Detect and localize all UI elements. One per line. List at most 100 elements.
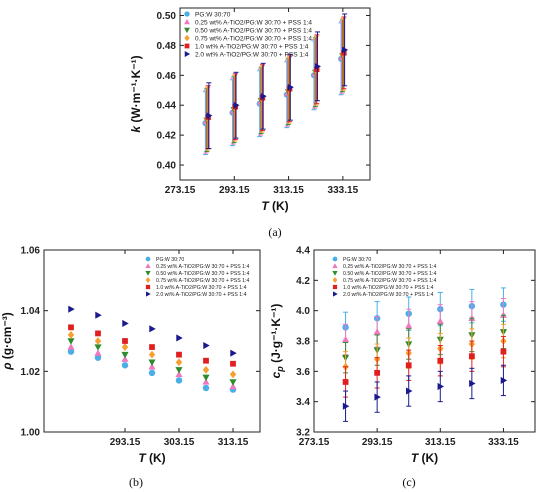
data-point	[67, 348, 75, 355]
legend-entry: 1.0 wt% A-TiO2/PG:W 30:70 + PSS 1:4	[156, 285, 247, 291]
y-tick-label: 0.46	[157, 71, 177, 82]
data-point	[149, 344, 155, 350]
y-tick-label: 0.50	[157, 11, 177, 22]
y-tick-label: 1.04	[21, 306, 41, 317]
data-point	[374, 393, 381, 401]
y-tick-label: 0.40	[157, 161, 177, 172]
caption-c: (c)	[402, 475, 415, 489]
data-point	[95, 330, 101, 337]
data-point	[148, 363, 156, 370]
data-point	[122, 338, 128, 344]
x-tick-label: 313.15	[425, 437, 456, 448]
y-tick-label: 0.44	[157, 101, 177, 112]
panel-a: 273.15 293.15 313.15 333.15 0.40 0.42 0.44 0.46…	[129, 7, 371, 213]
legend-marker	[332, 256, 338, 262]
data-point	[175, 358, 183, 367]
x-tick-label: 333.15	[488, 437, 519, 448]
data-point	[469, 379, 476, 388]
data-point	[314, 66, 320, 73]
data-point	[499, 311, 507, 318]
x-axis-label: T (K)	[261, 199, 288, 213]
series-4	[342, 323, 507, 383]
data-point	[230, 360, 236, 367]
data-point	[230, 349, 237, 357]
data-point	[121, 343, 129, 351]
data-point	[437, 357, 444, 364]
series-3	[342, 314, 507, 374]
legend-entry: PG:W 30:70	[343, 257, 371, 263]
data-point	[202, 374, 210, 382]
x-tick-label: 313.15	[218, 437, 249, 448]
caption-a: (a)	[268, 225, 281, 239]
legend-marker	[333, 291, 338, 297]
legend-marker	[184, 11, 190, 17]
y-axis-label: cp (J·g⁻¹·K⁻¹)	[269, 304, 285, 379]
legend-entry: PG:W 30:70	[195, 11, 231, 18]
legend-entry: 0.50 wt% A-TiO2/PG:W 30:70 + PSS 1:4	[195, 27, 312, 34]
data-point	[175, 377, 183, 384]
data-point	[176, 334, 183, 342]
legend-entry: 1.0 wt% A-TiO2/PG:W 30:70 + PSS 1:4	[195, 43, 309, 50]
legend-marker	[146, 291, 151, 297]
legend-entry: 2.0 wt% A-TiO2/PG:W 30:70 + PSS 1:4	[343, 292, 434, 298]
data-point	[67, 331, 75, 339]
data-point	[342, 379, 349, 385]
data-point	[260, 92, 267, 100]
series-5	[342, 335, 507, 398]
data-point	[68, 324, 74, 331]
legend-entry: PG:W 30:70	[156, 257, 184, 263]
legend-entry: 0.25 wt% A-TiO2/PG:W 30:70 + PSS 1:4	[156, 264, 249, 270]
data-point	[94, 337, 102, 345]
data-point	[314, 62, 321, 70]
data-point	[121, 355, 129, 362]
panel-b: 293.15 303.15 313.15 1.00 1.02 1.04 1.06 T (K) ρ…	[0, 246, 261, 465]
x-tick-label: 293.15	[219, 185, 250, 196]
legend-marker	[184, 18, 190, 25]
plot-frame	[43, 249, 261, 433]
data-point	[500, 348, 507, 355]
x-tick-label: 293.15	[362, 437, 393, 448]
legend-marker	[145, 284, 151, 290]
data-point	[202, 378, 210, 385]
legend-entry: 0.50 wt% A-TiO2/PG:W 30:70 + PSS 1:4	[156, 271, 249, 277]
data-point	[405, 322, 413, 329]
y-tick-label: 0.48	[157, 41, 177, 52]
series-4	[67, 331, 237, 379]
data-point	[148, 369, 156, 377]
legend-entry: 0.75 wt% A-TiO2/PG:W 30:70 + PSS 1:4	[156, 278, 249, 284]
data-point	[341, 50, 347, 56]
legend-entry: 0.25 wt% A-TiO2/PG:W 30:70 + PSS 1:4	[195, 19, 312, 26]
x-tick-label: 333.15	[328, 185, 359, 196]
data-point	[175, 370, 183, 378]
data-point	[94, 344, 102, 351]
y-tick-label: 3.4	[296, 397, 310, 408]
legend-marker	[332, 284, 338, 290]
y-tick-label: 0.42	[157, 131, 177, 142]
legend-entry: 0.75 wt% A-TiO2/PG:W 30:70 + PSS 1:4	[195, 35, 312, 42]
series-3	[67, 338, 237, 386]
x-tick-label: 303.15	[164, 437, 195, 448]
x-tick-label: 313.15	[273, 185, 304, 196]
data-point	[203, 357, 209, 364]
data-point	[287, 83, 294, 91]
series-6	[206, 13, 349, 150]
data-point	[342, 335, 350, 343]
x-axis-label: T (K)	[138, 451, 165, 465]
legend-marker	[145, 256, 151, 262]
legend-marker	[145, 271, 151, 276]
data-point	[374, 369, 381, 376]
data-point	[436, 317, 444, 325]
data-point	[203, 341, 210, 350]
panel-c: 273.15 293.15 313.15 333.15 3.2 3.4 3.6 3.8 4.0 4…	[269, 246, 536, 465]
data-point	[122, 319, 129, 327]
data-point	[202, 365, 210, 374]
data-point	[68, 305, 75, 313]
data-point	[148, 350, 156, 359]
data-point	[500, 376, 508, 385]
caption-b: (b)	[129, 475, 143, 489]
data-point	[121, 362, 129, 369]
data-point	[202, 384, 210, 392]
y-tick-label: 3.8	[296, 337, 310, 348]
x-axis-label: T (K)	[411, 451, 438, 465]
